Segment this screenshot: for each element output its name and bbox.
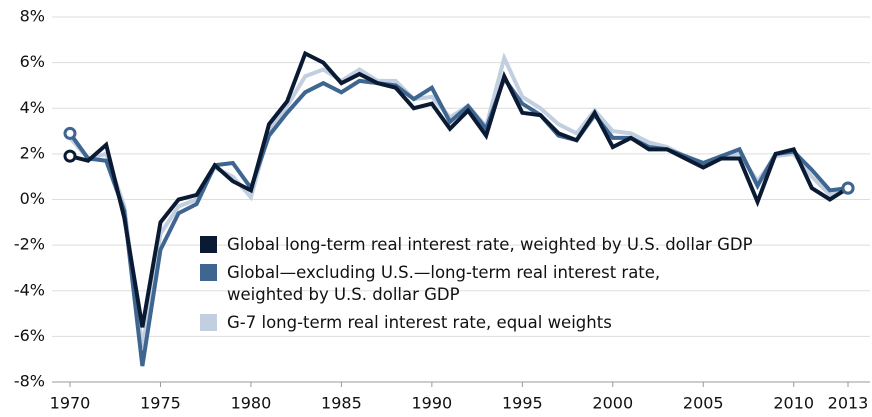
x-tick-label: 1970: [50, 394, 91, 413]
x-tick-label: 1995: [502, 394, 543, 413]
legend-item: Global long-term real interest rate, wei…: [200, 234, 753, 256]
y-tick-label: -4%: [14, 280, 45, 299]
legend-label: G-7 long-term real interest rate, equal …: [227, 313, 612, 332]
y-tick-label: 8%: [20, 7, 45, 26]
x-tick-label: 1990: [412, 394, 453, 413]
legend-swatch: [200, 314, 217, 331]
end-marker: [63, 126, 77, 140]
y-tick-label: -2%: [14, 235, 45, 254]
legend-label: Global long-term real interest rate, wei…: [227, 235, 753, 254]
legend-label: Global—excluding U.S.—long-term real int…: [227, 263, 661, 304]
x-tick-label: 1975: [140, 394, 181, 413]
y-tick-label: 6%: [20, 52, 45, 71]
x-tick-label: 2013: [828, 394, 869, 413]
legend-swatch: [200, 264, 217, 281]
series-line: [69, 50, 850, 328]
x-tick-label: 2000: [592, 394, 633, 413]
x-tick-label: 1980: [231, 394, 272, 413]
x-tick-label: 1985: [321, 394, 362, 413]
legend-item: G-7 long-term real interest rate, equal …: [200, 312, 753, 334]
legend-item: Global—excluding U.S.—long-term real int…: [200, 262, 753, 306]
x-tick-label: 2005: [683, 394, 724, 413]
y-tick-label: -6%: [14, 326, 45, 345]
series-line: [68, 74, 849, 367]
end-marker: [841, 181, 855, 195]
y-tick-label: 4%: [20, 98, 45, 117]
legend-swatch: [200, 236, 217, 253]
end-marker: [63, 149, 77, 163]
legend: Global long-term real interest rate, wei…: [200, 234, 753, 340]
y-tick-label: -8%: [14, 372, 45, 391]
y-tick-label: 2%: [20, 143, 45, 162]
y-tick-label: 0%: [20, 189, 45, 208]
x-tick-label: 2010: [773, 394, 814, 413]
